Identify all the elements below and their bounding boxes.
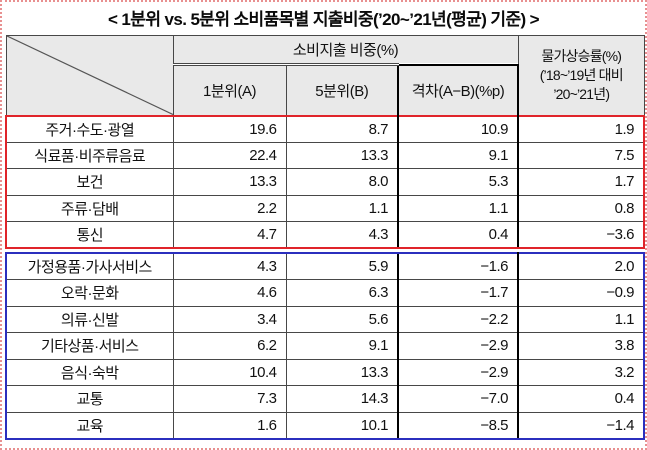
gap-value: 10.9 (396, 114, 520, 143)
row-category: 오락·문화 (5, 279, 174, 307)
gap-value: −1.7 (396, 279, 520, 307)
category-corner-cell (5, 35, 174, 116)
table-row: 가정용품·가사서비스 4.3 5.9 −1.6 2.0 (5, 252, 646, 280)
row-category: 기타상품·서비스 (5, 332, 174, 360)
q5-value: 5.6 (285, 305, 399, 333)
gap-value: −2.9 (396, 358, 520, 386)
group-q5-share-higher: 가정용품·가사서비스 4.3 5.9 −1.6 2.0 오락·문화 4.6 6.… (5, 252, 646, 440)
q5-value: 9.1 (285, 332, 399, 360)
inflation-header: 물가상승률(%) (’18~’19년 대비 ’20~’21년) (517, 35, 645, 116)
table-row: 통신 4.7 4.3 0.4 −3.6 (5, 221, 646, 249)
table-row: 교육 1.6 10.1 −8.5 −1.4 (5, 411, 646, 440)
row-category: 교통 (5, 385, 174, 413)
table-row: 교통 7.3 14.3 −7.0 0.4 (5, 385, 646, 413)
q1-value: 7.3 (172, 385, 287, 413)
gap-column-header: 격차(A−B)(%p) (396, 63, 520, 116)
table-row: 주류·담배 2.2 1.1 1.1 0.8 (5, 194, 646, 222)
gap-value: −2.2 (396, 305, 520, 333)
inflation-header-line3: ’20~’21년) (553, 85, 610, 102)
q5-value: 13.3 (285, 141, 399, 169)
header-row-2: 1분위(A) 5분위(B) 격차(A−B)(%p) (6, 63, 644, 116)
inflation-value: 0.8 (517, 194, 646, 222)
q1-value: 4.7 (172, 221, 287, 249)
row-category: 교육 (5, 411, 174, 440)
gap-value: 9.1 (396, 141, 520, 169)
q1-value: 2.2 (172, 194, 287, 222)
diagonal-line-icon (7, 36, 173, 115)
q5-value: 8.0 (285, 168, 399, 196)
q5-value: 4.3 (285, 221, 399, 249)
table-title: < 1분위 vs. 5분위 소비품목별 지출비중(’20~’21년(평균) 기준… (107, 10, 540, 29)
header-row-1: 소비지출 비중(%) 물가상승률(%) (’18~’19년 대비 ’20~’21… (5, 35, 645, 116)
inflation-value: 1.7 (517, 168, 646, 196)
group-q1-share-higher: 주거·수도·광열 19.6 8.7 10.9 1.9 식료품·비주류음료 22.… (5, 114, 646, 249)
table-row: 주거·수도·광열 19.6 8.7 10.9 1.9 (5, 114, 646, 143)
gap-value: −1.6 (396, 252, 520, 280)
row-category: 주류·담배 (5, 194, 174, 222)
gap-value: 0.4 (396, 221, 520, 249)
row-category: 식료품·비주류음료 (5, 141, 174, 169)
q5-value: 5.9 (285, 252, 399, 280)
inflation-header-line2: (’18~’19년 대비 (539, 66, 624, 83)
row-category: 주거·수도·광열 (5, 114, 174, 143)
row-category: 통신 (5, 221, 174, 249)
gap-value: 5.3 (396, 168, 520, 196)
table-row: 보건 13.3 8.0 5.3 1.7 (5, 168, 646, 196)
row-category: 음식·숙박 (5, 358, 174, 386)
q5-value: 10.1 (285, 411, 399, 440)
inflation-header-line1: 물가상승률(%) (541, 47, 622, 64)
inflation-value: 3.8 (517, 332, 646, 360)
q1-value: 22.4 (172, 141, 287, 169)
spending-share-group-header: 소비지출 비중(%) (172, 35, 519, 65)
q1-value: 13.3 (172, 168, 287, 196)
table-row: 오락·문화 4.6 6.3 −1.7 −0.9 (5, 279, 646, 307)
q1-value: 3.4 (172, 305, 287, 333)
inflation-value: 1.9 (517, 114, 646, 143)
q5-column-header: 5분위(B) (285, 63, 399, 116)
q1-value: 1.6 (172, 411, 287, 440)
inflation-value: 1.1 (517, 305, 646, 333)
q1-value: 4.3 (172, 252, 287, 280)
inflation-value: 7.5 (517, 141, 646, 169)
table-row: 의류·신발 3.4 5.6 −2.2 1.1 (5, 305, 646, 333)
q1-value: 19.6 (172, 114, 287, 143)
q1-value: 6.2 (172, 332, 287, 360)
table-row: 음식·숙박 10.4 13.3 −2.9 3.2 (5, 358, 646, 386)
group-gap-spacer (6, 248, 645, 253)
inflation-value: 3.2 (517, 358, 646, 386)
inflation-value: −1.4 (517, 411, 646, 440)
q5-value: 14.3 (285, 385, 399, 413)
inflation-value: 0.4 (517, 385, 646, 413)
q5-value: 1.1 (285, 194, 399, 222)
gap-value: −8.5 (396, 411, 520, 440)
q5-value: 13.3 (285, 358, 399, 386)
inflation-value: −0.9 (517, 279, 646, 307)
gap-value: −2.9 (396, 332, 520, 360)
table-row: 식료품·비주류음료 22.4 13.3 9.1 7.5 (5, 141, 646, 169)
table-row: 기타상품·서비스 6.2 9.1 −2.9 3.8 (5, 332, 646, 360)
row-category: 보건 (5, 168, 174, 196)
expenditure-table: 소비지출 비중(%) 물가상승률(%) (’18~’19년 대비 ’20~’21… (5, 35, 646, 440)
q1-column-header: 1분위(A) (172, 63, 287, 116)
row-category: 의류·신발 (5, 305, 174, 333)
group-divider (6, 248, 645, 253)
q5-value: 6.3 (285, 279, 399, 307)
row-category: 가정용품·가사서비스 (5, 252, 174, 280)
q5-value: 8.7 (285, 114, 399, 143)
gap-value: −7.0 (396, 385, 520, 413)
table-header-group: 소비지출 비중(%) 물가상승률(%) (’18~’19년 대비 ’20~’21… (5, 35, 645, 116)
gap-value: 1.1 (396, 194, 520, 222)
inflation-value: 2.0 (517, 252, 646, 280)
q1-value: 10.4 (172, 358, 287, 386)
q1-value: 4.6 (172, 279, 287, 307)
inflation-value: −3.6 (517, 221, 646, 249)
